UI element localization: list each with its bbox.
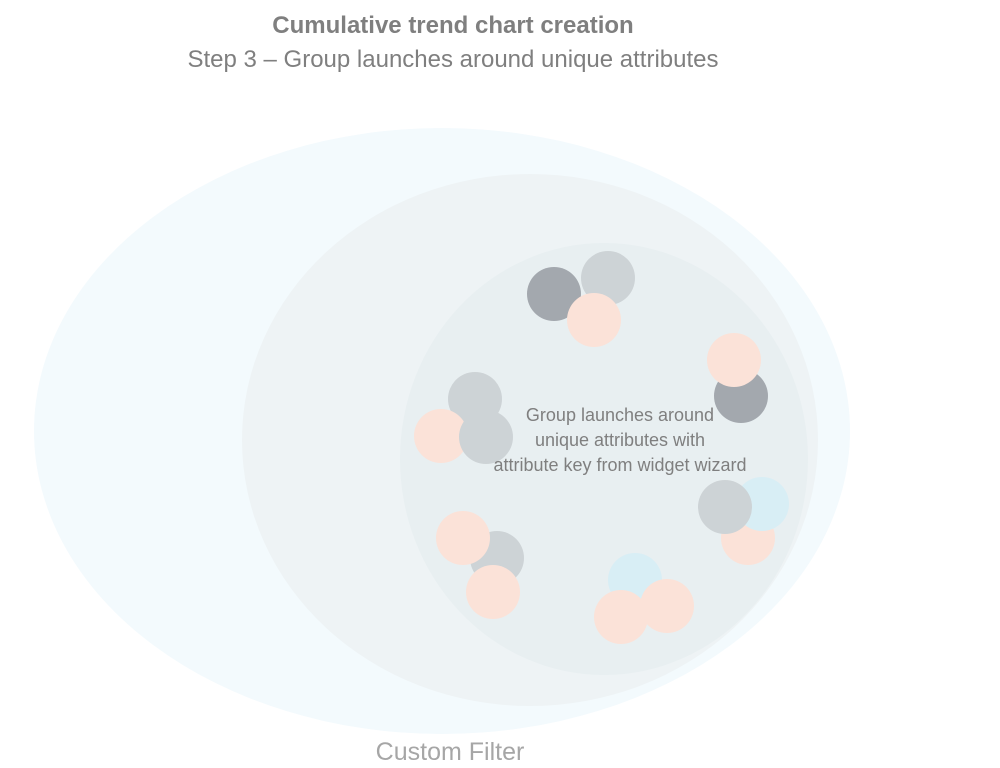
- launch-dot: [414, 409, 468, 463]
- outer-ellipse-label: Custom Filter: [375, 738, 525, 766]
- launch-dot: [581, 251, 635, 305]
- launch-dot: [698, 480, 752, 534]
- inner-ellipse-label: Group launches around unique attributes w…: [493, 405, 747, 475]
- launch-dot: [594, 590, 648, 644]
- launch-dot: [707, 333, 761, 387]
- launch-dot: [459, 410, 513, 464]
- launch-dot: [567, 293, 621, 347]
- diagram-subtitle: Step 3 – Group launches around unique at…: [187, 46, 719, 73]
- launch-dot: [640, 579, 694, 633]
- launch-dot: [436, 511, 490, 565]
- launch-dot: [466, 565, 520, 619]
- launch-dot: [527, 267, 581, 321]
- diagram-title: Cumulative trend chart creation: [272, 12, 634, 39]
